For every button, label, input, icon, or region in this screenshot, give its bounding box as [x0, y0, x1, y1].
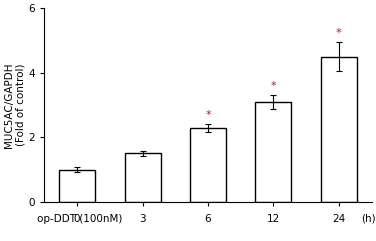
Bar — [59, 170, 95, 202]
Text: 12: 12 — [267, 214, 280, 224]
Text: 0: 0 — [74, 214, 80, 224]
Text: 24: 24 — [332, 214, 346, 224]
Text: 6: 6 — [205, 214, 211, 224]
Bar — [255, 102, 291, 202]
Text: *: * — [336, 28, 342, 38]
Text: (h): (h) — [361, 214, 376, 224]
Text: 3: 3 — [139, 214, 146, 224]
Bar — [190, 128, 226, 202]
Y-axis label: MUC5AC/GAPDH
(Fold of control): MUC5AC/GAPDH (Fold of control) — [4, 62, 26, 148]
Bar — [321, 57, 357, 202]
Bar — [124, 154, 161, 202]
Text: *: * — [271, 81, 276, 91]
Text: op-DDT (100nM): op-DDT (100nM) — [37, 214, 122, 224]
Text: *: * — [205, 110, 211, 120]
